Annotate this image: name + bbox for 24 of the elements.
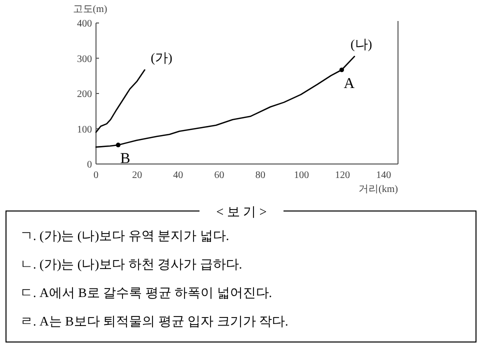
text: ㄹ. A는 B보다 퇴적물의 평균 입자 크기가 작다. bbox=[20, 314, 288, 328]
text: < 보 기 > bbox=[216, 204, 267, 219]
x-tick-label: 20 bbox=[132, 170, 142, 181]
x-tick-label: 40 bbox=[173, 170, 184, 181]
x-tick-label: 60 bbox=[214, 170, 224, 181]
y-tick-label: 300 bbox=[77, 54, 92, 65]
annotation: B bbox=[120, 150, 130, 167]
text: ㄱ. (가)는 (나)보다 유역 분지가 넓다. bbox=[20, 228, 230, 243]
annotation: A bbox=[344, 76, 355, 92]
text: ㄷ. A에서 B로 갈수록 평균 하폭이 넓어진다. bbox=[20, 285, 272, 300]
x-tick-label: 120 bbox=[335, 170, 350, 181]
y-tick-label: 400 bbox=[77, 18, 92, 30]
y-tick-label: 200 bbox=[77, 89, 92, 100]
x-axis-title: 거리(km) bbox=[358, 184, 398, 195]
x-tick-label: 80 bbox=[255, 170, 266, 181]
y-tick-label: 100 bbox=[77, 124, 92, 136]
annotation: (가) bbox=[150, 50, 172, 65]
line-series bbox=[95, 69, 146, 133]
y-axis-title: 고도(m) bbox=[72, 4, 108, 15]
y-tick-label: 0 bbox=[87, 160, 92, 170]
text: ㄴ. (가)는 (나)보다 하천 경사가 급하다. bbox=[20, 256, 242, 272]
x-tick-label: 140 bbox=[376, 170, 392, 181]
x-tick-label: 100 bbox=[294, 170, 309, 181]
annotation: (나) bbox=[350, 36, 372, 52]
